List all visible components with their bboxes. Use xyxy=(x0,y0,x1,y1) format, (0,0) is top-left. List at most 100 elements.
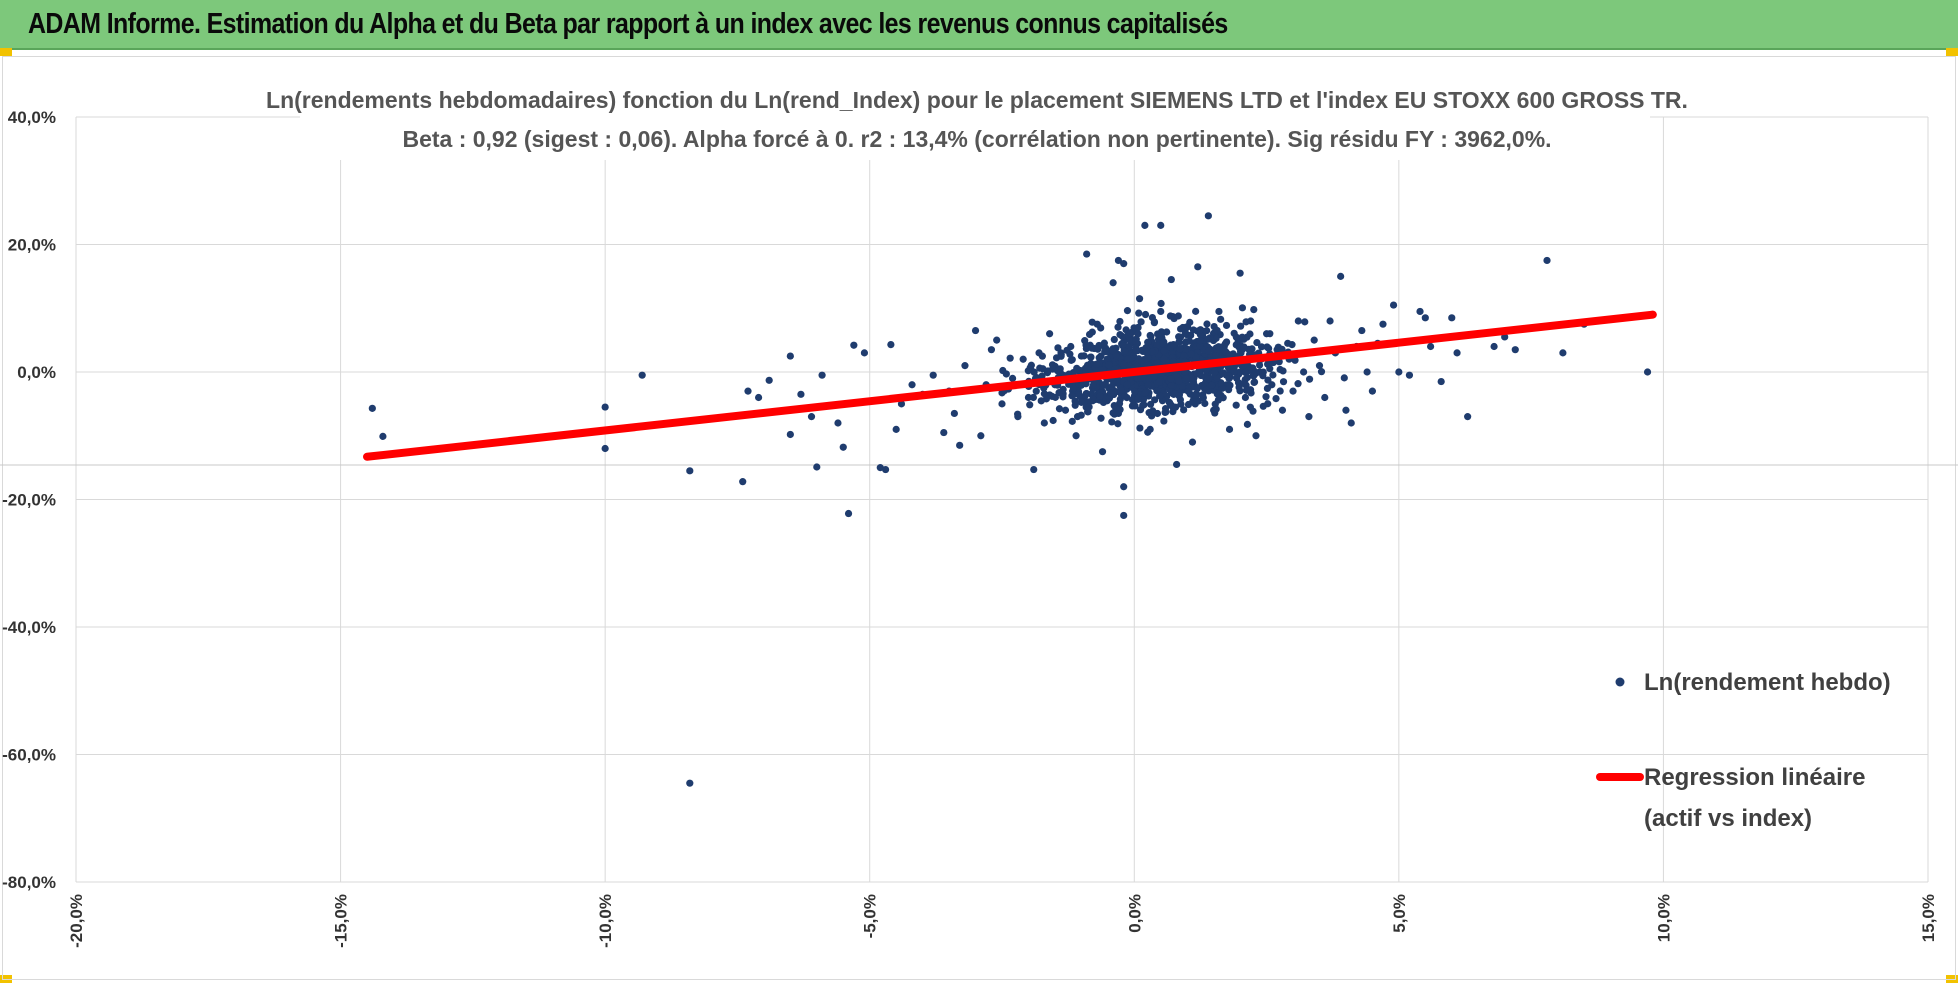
scatter-point xyxy=(1089,381,1097,390)
scatter-point xyxy=(1427,342,1435,351)
scatter-point xyxy=(1037,397,1045,405)
scatter-point xyxy=(601,403,609,411)
scatter-point xyxy=(1315,362,1324,370)
scatter-point xyxy=(1134,323,1142,332)
scatter-point xyxy=(1207,381,1216,389)
scatter-point xyxy=(1187,350,1196,358)
scatter-point xyxy=(1169,341,1178,349)
scatter-point xyxy=(1040,419,1048,427)
scatter-point xyxy=(1559,349,1567,357)
scatter-point xyxy=(1241,393,1250,402)
scatter-point xyxy=(1144,428,1152,436)
scatter-point xyxy=(1210,368,1219,376)
scatter-point xyxy=(1124,355,1132,363)
scatter-point xyxy=(744,387,752,395)
scatter-point xyxy=(1264,376,1272,384)
scatter-point xyxy=(1118,332,1127,341)
x-tick-label: 0,0% xyxy=(1125,894,1144,933)
scatter-point xyxy=(897,400,906,408)
scatter-point xyxy=(993,336,1001,344)
scatter-point xyxy=(1085,330,1094,339)
scatter-point xyxy=(1181,368,1189,377)
scatter-point xyxy=(1077,411,1085,419)
scatter-point xyxy=(1163,328,1171,336)
scatter-point xyxy=(1214,396,1222,404)
scatter-point xyxy=(1055,405,1064,413)
scatter-point xyxy=(971,326,980,335)
scatter-point xyxy=(1176,345,1184,353)
y-tick-label: -60,0% xyxy=(2,746,56,765)
scatter-point xyxy=(1014,410,1022,418)
scatter-point xyxy=(1150,318,1159,326)
scatter-point xyxy=(1389,301,1398,309)
scatter-point xyxy=(1448,314,1456,322)
scatter-point xyxy=(1166,312,1175,320)
chart-title: Ln(rendements hebdomadaires) fonction du… xyxy=(266,87,1688,113)
scatter-point xyxy=(1157,307,1165,316)
scatter-point xyxy=(1358,326,1366,335)
scatter-point xyxy=(1103,355,1111,363)
scatter-point xyxy=(1080,352,1088,360)
scatter-point xyxy=(1201,399,1209,408)
scatter-point xyxy=(1259,372,1267,380)
scatter-point xyxy=(1061,406,1070,414)
scatter-point xyxy=(1464,413,1472,421)
scatter-point xyxy=(1643,368,1652,376)
scatter-point xyxy=(1194,263,1202,271)
legend-marker-scatter xyxy=(1615,677,1625,687)
scatter-point xyxy=(1225,386,1233,394)
scatter-point xyxy=(1222,371,1230,379)
scatter-point xyxy=(1160,355,1168,363)
scatter-point xyxy=(1169,357,1177,366)
scatter-point xyxy=(1252,432,1260,440)
scatter-point xyxy=(379,432,387,440)
scatter-point xyxy=(1211,409,1219,417)
scatter-point xyxy=(686,467,694,475)
scatter-point xyxy=(1405,371,1414,379)
scatter-point xyxy=(1217,315,1225,323)
scatter-point xyxy=(1092,360,1101,368)
scatter-point xyxy=(1077,381,1085,389)
scatter-point xyxy=(1158,334,1166,342)
scatter-point xyxy=(1178,382,1186,390)
scatter-point xyxy=(754,393,763,402)
scatter-point xyxy=(1135,309,1143,317)
x-tick-label: -15,0% xyxy=(332,894,351,948)
scatter-point xyxy=(1189,326,1198,334)
x-tick-label: 10,0% xyxy=(1654,894,1673,942)
scatter-point xyxy=(1131,402,1139,410)
scatter-point xyxy=(1136,424,1144,432)
scatter-point xyxy=(1213,374,1221,382)
scatter-point xyxy=(1135,295,1144,303)
scatter-point xyxy=(1181,329,1190,337)
scatter-point xyxy=(1107,389,1115,397)
scatter-point xyxy=(1109,376,1117,385)
scatter-point xyxy=(1305,413,1313,421)
scatter-point xyxy=(1120,391,1129,400)
scatter-point xyxy=(1265,344,1273,352)
scatter-point xyxy=(1326,317,1334,325)
scatter-point xyxy=(1131,387,1139,396)
scatter-point xyxy=(1196,337,1204,345)
scatter-point xyxy=(1202,386,1210,394)
scatter-point xyxy=(1160,347,1168,355)
scatter-point xyxy=(834,419,842,427)
page-title: ADAM Informe. Estimation du Alpha et du … xyxy=(28,8,1228,40)
scatter-point xyxy=(1511,346,1519,354)
scatter-point xyxy=(1196,326,1205,334)
scatter-point xyxy=(1236,368,1244,376)
scatter-point xyxy=(1272,395,1280,403)
scatter-point xyxy=(1114,420,1122,428)
scatter-point xyxy=(807,413,816,421)
chart-frame xyxy=(2,56,1956,980)
scatter-point xyxy=(1175,377,1183,385)
scatter-point xyxy=(1126,329,1134,337)
scatter-point xyxy=(998,400,1006,408)
scatter-point xyxy=(1257,343,1266,351)
scatter-point xyxy=(1310,336,1318,344)
scatter-point xyxy=(1188,438,1197,446)
scatter-point xyxy=(1279,378,1288,386)
scatter-point xyxy=(1112,352,1120,360)
scatter-point xyxy=(892,425,900,433)
